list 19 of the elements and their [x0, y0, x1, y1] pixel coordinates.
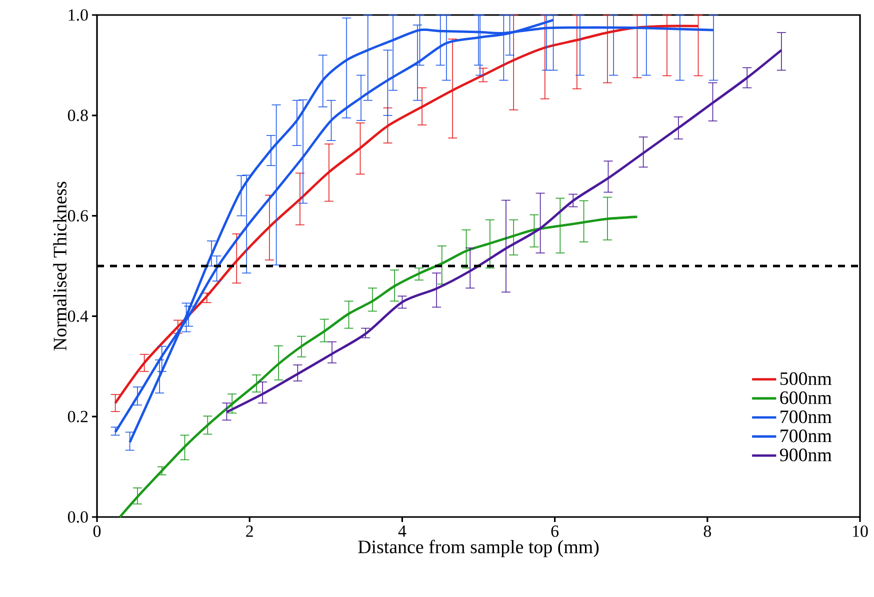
- x-tick-label: 0: [93, 526, 101, 537]
- x-tick-label: 8: [704, 526, 711, 537]
- legend-label: 700nm: [780, 410, 832, 424]
- x-tick-label: 2: [246, 526, 253, 537]
- y-tick-label: 1.0: [68, 9, 88, 21]
- x-tick-label: 10: [853, 526, 868, 537]
- y-tick-label: 0.8: [68, 110, 88, 122]
- x-tick-label: 6: [551, 526, 559, 537]
- y-tick-label: 0.6: [68, 210, 88, 222]
- y-tick-label: 0.0: [68, 511, 88, 523]
- y-axis-title: Normalised Thickness: [53, 182, 66, 350]
- x-tick-label: 4: [398, 526, 406, 537]
- y-tick-label: 0.4: [68, 310, 88, 322]
- y-tick-label: 0.2: [68, 410, 88, 422]
- legend-label: 600nm: [780, 391, 832, 404]
- legend-label: 500nm: [780, 372, 832, 386]
- x-axis-title: Distance from sample top (mm): [358, 540, 599, 558]
- legend-label: 700nm: [780, 429, 832, 442]
- legend-label: 900nm: [780, 448, 832, 462]
